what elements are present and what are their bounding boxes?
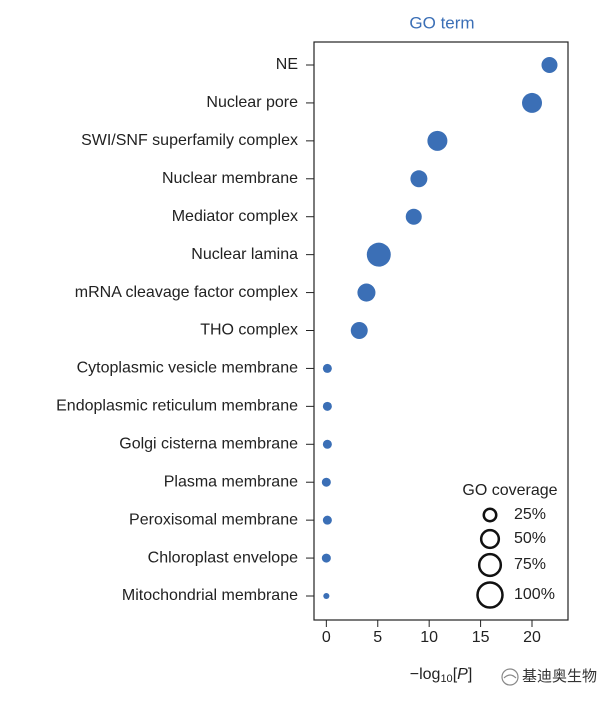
bubble [410,170,428,188]
x-label-part: ] [468,666,472,683]
y-tick-label: Chloroplast envelope [148,549,298,566]
y-tick-label: SWI/SNF superfamily complex [81,132,298,149]
legend-label: 50% [514,530,546,547]
watermark-icon [501,668,519,686]
x-label-part: P [457,666,468,683]
y-tick-label: Endoplasmic reticulum membrane [56,398,298,415]
y-tick-label: THO complex [200,322,298,339]
y-tick-label: Nuclear lamina [191,246,298,263]
bubble [366,242,391,267]
legend-bubble [476,581,504,609]
y-tick-label: NE [276,56,298,73]
y-tick-label: Mitochondrial membrane [122,587,298,604]
bubble [522,92,543,113]
legend-title: GO coverage [462,482,557,499]
y-tick-label: Plasma membrane [164,473,298,490]
y-tick-label: Mediator complex [172,208,298,225]
bubble [357,283,376,302]
bubble [321,553,331,563]
x-tick-label: 5 [373,629,382,646]
x-tick-label: 10 [420,629,438,646]
x-label-part: [ [453,666,458,683]
bubble [322,401,332,411]
y-tick-label: Golgi cisterna membrane [119,436,298,453]
x-label-part: −log [410,666,441,683]
bubble [322,439,332,449]
bubble [322,515,332,525]
bubble [323,592,330,600]
x-label-part: 10 [440,673,452,685]
x-tick-label: 20 [523,629,541,646]
legend-label: 100% [514,586,555,603]
legend-label: 25% [514,506,546,523]
bubble [321,477,331,487]
x-tick-label: 15 [472,629,490,646]
legend-bubble [482,507,498,523]
bubble [427,130,448,151]
y-tick-label: Nuclear membrane [162,170,298,187]
x-axis-label: −log10[P] [410,666,473,685]
bubble [405,208,422,225]
y-tick-label: Nuclear pore [206,94,298,111]
y-tick-label: mRNA cleavage factor complex [75,284,298,301]
legend-bubble [477,552,503,578]
bubble [541,56,558,74]
bubble [350,322,368,339]
watermark: 基迪奥生物 [522,668,597,685]
bubble [322,363,332,373]
y-tick-label: Peroxisomal membrane [129,511,298,528]
y-tick-label: Cytoplasmic vesicle membrane [77,360,299,377]
x-tick-label: 0 [322,629,331,646]
legend-label: 75% [514,556,546,573]
chart-title: GO term [409,13,474,32]
legend-bubble [479,528,501,550]
